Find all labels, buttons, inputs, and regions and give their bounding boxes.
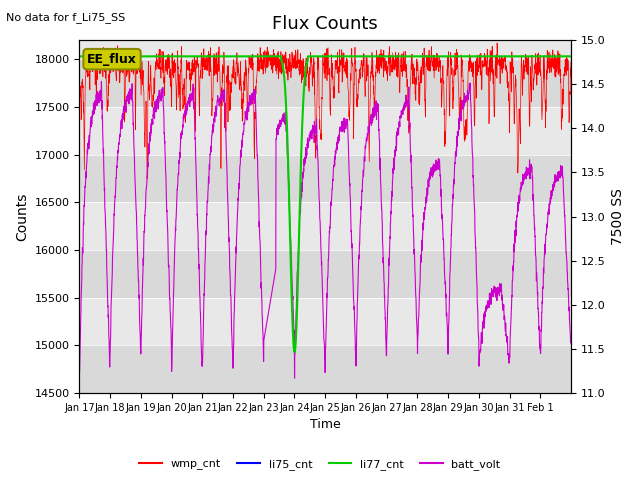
Bar [79,155,571,202]
Y-axis label: 7500 SS: 7500 SS [611,188,625,245]
Y-axis label: Counts: Counts [15,192,29,241]
Legend: wmp_cnt, li75_cnt, li77_cnt, batt_volt: wmp_cnt, li75_cnt, li77_cnt, batt_volt [135,455,505,474]
Title: Flux Counts: Flux Counts [272,15,378,33]
X-axis label: Time: Time [310,419,340,432]
Bar [79,250,571,298]
Bar [79,59,571,107]
Text: EE_flux: EE_flux [87,53,137,66]
Text: No data for f_Li75_SS: No data for f_Li75_SS [6,12,125,23]
Bar [79,346,571,393]
